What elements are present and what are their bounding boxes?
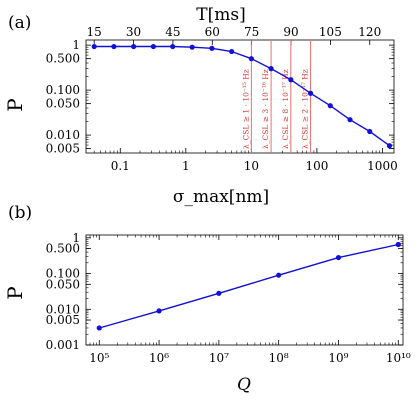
panel-b-ylabel: P <box>3 286 27 299</box>
data-point <box>386 143 393 149</box>
y-tick-label: 0.500 <box>46 242 80 256</box>
panel-a-xlabel: σ_max[nm] <box>173 187 269 207</box>
panel-a-ylabel: P <box>3 98 27 111</box>
data-point <box>327 103 333 109</box>
x-tick-label: 10⁸ <box>269 351 289 365</box>
x-tick-label: 10 <box>244 159 259 173</box>
y-tick-label: 0.500 <box>46 52 80 66</box>
reference-line-label: λ_CSL ≥ 2 · 10⁻¹⁷ Hz <box>301 69 310 149</box>
y-tick-label: 1 <box>72 38 80 52</box>
reference-line-label: λ_CSL ≥ 1 · 10⁻¹⁵ Hz <box>241 69 250 149</box>
data-point <box>131 43 137 50</box>
x-tick-label: 1 <box>182 159 190 173</box>
y-tick-label: 0.050 <box>46 97 80 111</box>
panel-a-label: (a) <box>8 13 31 33</box>
y-tick-label: 0.100 <box>46 83 80 97</box>
x-tick-label: 10⁵ <box>89 351 109 365</box>
x-tick-label: 1000 <box>367 159 398 173</box>
reference-line-label: λ_CSL ≥ 8 · 10⁻¹⁷ Hz <box>281 69 290 149</box>
data-point <box>170 43 176 50</box>
series-line <box>94 45 390 147</box>
top-tick-label: 90 <box>283 25 298 39</box>
x-tick-label: 0.1 <box>111 159 130 173</box>
y-tick-label: 0.005 <box>46 142 80 156</box>
data-point <box>276 272 282 278</box>
data-point <box>209 45 215 51</box>
data-point <box>216 290 222 296</box>
top-tick-label: 30 <box>126 25 141 39</box>
plot-frame <box>85 234 404 346</box>
data-point <box>248 56 254 62</box>
data-point <box>156 308 162 314</box>
y-tick-label: 1 <box>72 231 80 245</box>
plot-frame <box>85 39 395 154</box>
data-point <box>111 43 117 50</box>
top-tick-label: 105 <box>319 25 342 39</box>
panel-b-xlabel: Q <box>237 375 251 395</box>
x-tick-label: 10¹⁰ <box>386 351 411 365</box>
reference-line-label: λ_CSL ≥ 3 · 10⁻¹⁶ Hz <box>261 69 270 149</box>
data-point <box>96 325 102 331</box>
data-point <box>189 44 195 50</box>
x-tick-label: 100 <box>305 159 328 173</box>
x-tick-label: 10⁹ <box>328 351 348 365</box>
series-line <box>99 243 399 329</box>
data-point <box>307 90 314 96</box>
top-tick-label: 15 <box>87 25 102 39</box>
data-point <box>229 48 235 55</box>
data-point <box>347 117 353 123</box>
x-tick-label: 10⁷ <box>209 351 229 365</box>
data-point <box>268 66 274 72</box>
panel-b-label: (b) <box>8 203 32 223</box>
y-tick-label: 0.010 <box>46 128 80 142</box>
data-point <box>150 43 156 50</box>
top-tick-label: 60 <box>205 25 220 39</box>
y-tick-label: 0.010 <box>46 302 80 316</box>
y-tick-label: 0.001 <box>46 338 80 352</box>
data-point <box>395 241 401 248</box>
top-tick-label: 120 <box>358 25 381 39</box>
y-tick-label: 0.005 <box>46 313 80 327</box>
panel-a-top-xlabel: T[ms] <box>196 5 245 25</box>
data-point <box>335 254 342 261</box>
data-point <box>91 43 97 50</box>
panel-a: (a) T[ms] σ_max[nm] P 0.1 1 10 100 100010.50… <box>3 5 398 207</box>
data-point <box>367 128 373 135</box>
panel-b: (b) Q P 10⁵ 10⁶ 10⁷ 10⁸ 10⁹ 10¹⁰10.5000.1000.… <box>3 203 411 395</box>
top-tick-label: 45 <box>165 25 180 39</box>
data-point <box>288 77 294 83</box>
y-tick-label: 0.100 <box>46 267 80 281</box>
top-tick-label: 75 <box>244 25 259 39</box>
y-tick-label: 0.050 <box>46 277 80 291</box>
x-tick-label: 10⁶ <box>149 351 169 365</box>
